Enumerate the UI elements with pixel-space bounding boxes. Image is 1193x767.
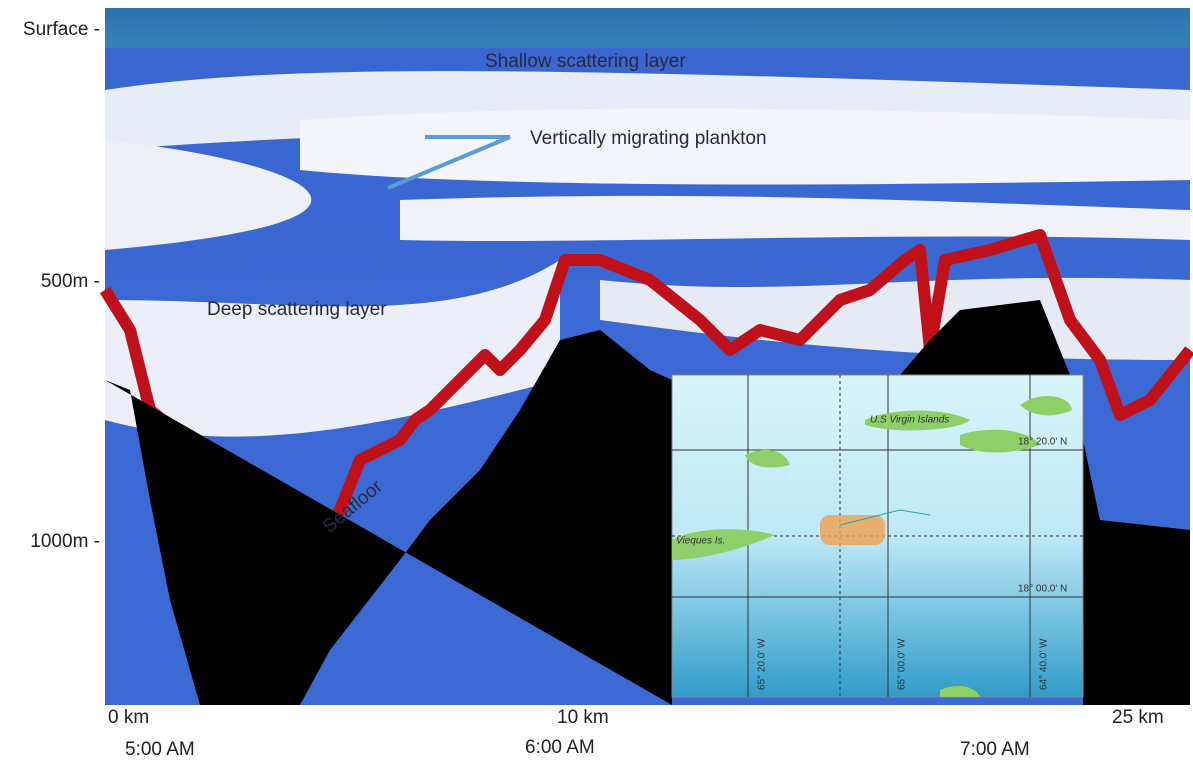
time-label: 7:00 AM — [960, 739, 1030, 760]
map-label: Vieques Is. — [676, 536, 725, 547]
annotation: Deep scattering layer — [207, 299, 387, 320]
lat-label: 18° 20.0' N — [1018, 437, 1067, 448]
depth-label: 1000m - — [30, 531, 100, 552]
distance-label: 25 km — [1112, 707, 1164, 728]
annotation: Vertically migrating plankton — [530, 128, 767, 149]
lon-label: 64° 40.0' W — [1039, 638, 1050, 690]
depth-label: 500m - — [41, 271, 100, 292]
map-inset: U.S Virgin Islands Vieques Is. 18° 20.0'… — [672, 375, 1083, 697]
lon-label: 65° 20.0' W — [757, 638, 768, 690]
distance-label: 0 km — [108, 707, 149, 728]
annotation: Shallow scattering layer — [485, 51, 686, 72]
depth-label: Surface - — [23, 19, 100, 40]
time-label: 5:00 AM — [125, 739, 195, 760]
lon-label: 65° 00.0' W — [897, 638, 908, 690]
lat-label: 18° 00.0' N — [1018, 584, 1067, 595]
distance-label: 10 km — [557, 707, 609, 728]
time-label: 6:00 AM — [525, 737, 595, 758]
map-label: U.S Virgin Islands — [870, 415, 949, 426]
figure: U.S Virgin Islands Vieques Is. 18° 20.0'… — [0, 0, 1193, 762]
